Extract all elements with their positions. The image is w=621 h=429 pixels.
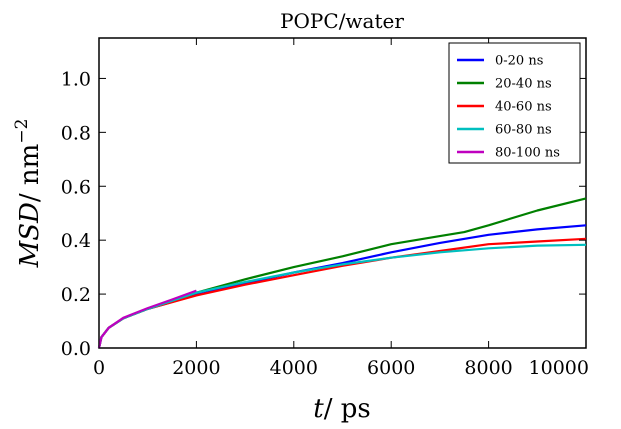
y-axis-label-symbol: MSD [15,202,45,268]
chart-title: POPC/water [280,9,404,33]
y-axis-label: MSD/ nm−2 [12,119,45,269]
y-axis-label-unit: / nm [15,144,45,202]
series-line-1 [97,197,587,349]
legend-label: 80-100 ns [495,146,560,161]
x-axis-label-unit: / ps [324,394,371,424]
series-line-3 [97,243,587,349]
x-tick-label: 8000 [464,357,512,379]
legend-label: 0-20 ns [495,54,543,69]
legend: 0-20 ns 20-40 ns 40-60 ns 60-80 ns 80-100 ns [448,42,581,164]
ticks-layer: 0 2000 4000 6000 8000 10000 0.0 0.2 0.4 0.6 0.8 1.0 [61,38,589,379]
y-tick-label: 0.0 [61,338,91,360]
x-tick-label: 0 [93,357,105,379]
x-tick-label: 10000 [529,357,589,379]
legend-box [448,42,581,164]
y-tick-label: 1.0 [61,68,91,90]
y-tick-label: 0.8 [61,122,91,144]
x-axis-label: t/ ps [313,394,370,424]
x-tick-label: 6000 [367,357,415,379]
series-layer [97,197,587,349]
x-tick-label: 4000 [270,357,318,379]
y-tick-label: 0.6 [61,176,91,198]
legend-items: 0-20 ns 20-40 ns 40-60 ns 60-80 ns 80-100 ns [457,54,560,161]
plot-frame [98,37,587,349]
x-tick-label: 2000 [172,357,220,379]
y-axis-label-exponent: −2 [12,119,32,144]
series-line-4 [97,289,197,349]
x-axis-label-symbol: t [313,394,324,424]
legend-label: 20-40 ns [495,77,552,92]
y-tick-label: 0.4 [61,230,91,252]
y-tick-label: 0.2 [61,284,91,306]
legend-label: 40-60 ns [495,100,552,115]
legend-label: 60-80 ns [495,123,552,138]
